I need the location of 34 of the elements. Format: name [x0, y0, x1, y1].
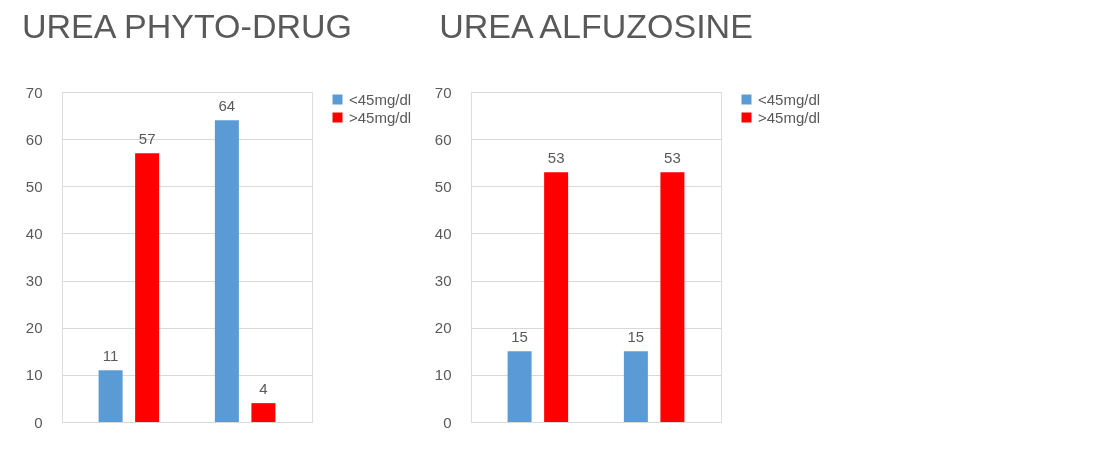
y-tick-label: 0 — [443, 413, 452, 431]
bar — [135, 153, 160, 422]
y-tick-label: 0 — [34, 413, 43, 431]
chart-title: UREA PHYTO-DRUG — [22, 7, 352, 45]
chart-title: UREA ALFUZOSINE — [439, 7, 753, 45]
legend-label: <45mg/dl — [349, 90, 412, 108]
data-label: 53 — [664, 149, 681, 167]
data-label: 4 — [259, 380, 268, 398]
y-tick-label: 70 — [25, 83, 43, 101]
legend-label: <45mg/dl — [758, 90, 821, 108]
data-label: 57 — [138, 130, 156, 148]
y-tick-label: 10 — [25, 366, 43, 384]
y-tick-label: 70 — [434, 83, 452, 101]
bar — [98, 370, 123, 422]
bar — [251, 403, 276, 422]
y-tick-label: 20 — [434, 319, 452, 337]
data-label: 15 — [511, 328, 528, 346]
y-tick-label: 40 — [434, 224, 452, 242]
data-label: 15 — [627, 328, 645, 346]
legend-label: >45mg/dl — [758, 108, 821, 126]
y-tick-label: 10 — [434, 366, 452, 384]
y-tick-label: 20 — [25, 319, 43, 337]
data-label: 11 — [102, 347, 119, 365]
legend-label: >45mg/dl — [349, 108, 412, 126]
y-tick-label: 30 — [434, 272, 452, 290]
y-tick-label: 60 — [25, 130, 43, 148]
data-label: 53 — [547, 149, 565, 167]
y-tick-label: 40 — [25, 224, 43, 242]
y-tick-label: 50 — [25, 177, 43, 195]
bar — [214, 120, 239, 422]
y-tick-label: 30 — [25, 272, 43, 290]
y-tick-label: 60 — [434, 130, 452, 148]
y-tick-label: 50 — [434, 177, 452, 195]
data-label: 64 — [218, 97, 236, 115]
